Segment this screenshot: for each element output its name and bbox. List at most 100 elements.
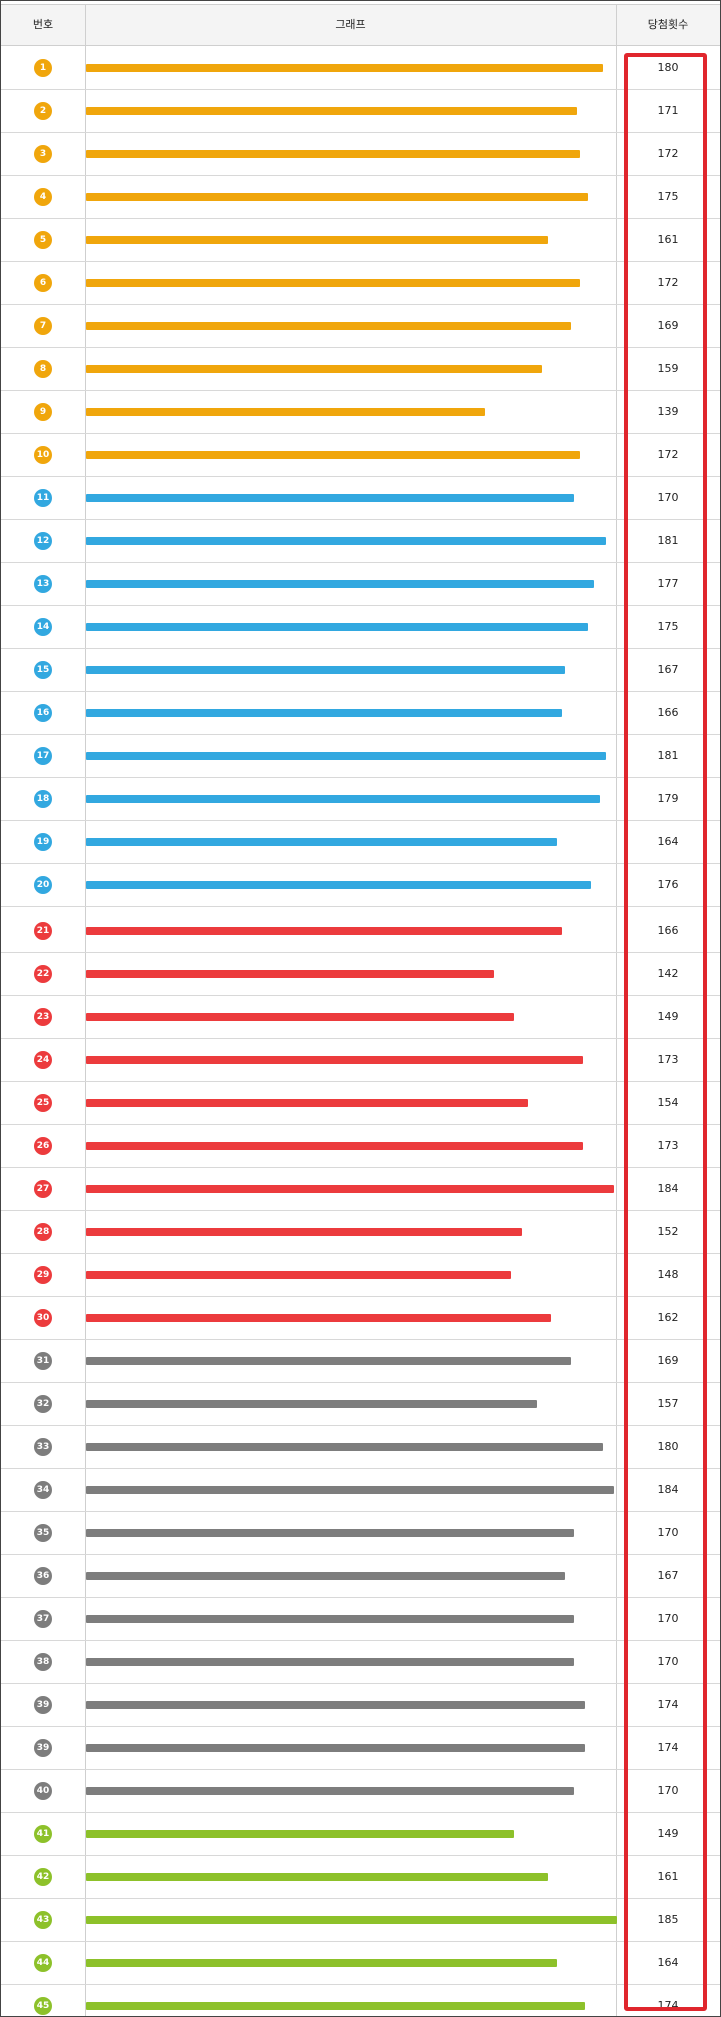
frequency-bar xyxy=(86,407,485,416)
table-row: 3 172 xyxy=(1,132,720,176)
frequency-bar xyxy=(86,1872,548,1881)
table-row: 9 139 xyxy=(1,390,720,434)
table-row: 2 171 xyxy=(1,89,720,133)
number-ball: 44 xyxy=(34,1953,52,1972)
frequency-bar xyxy=(86,493,574,502)
frequency-count: 142 xyxy=(657,966,679,980)
frequency-count: 174 xyxy=(657,1697,679,1711)
frequency-bar xyxy=(86,1356,571,1365)
table-row: 10 172 xyxy=(1,433,720,477)
frequency-bar xyxy=(86,837,557,846)
table-row: 24 173 xyxy=(1,1038,720,1082)
frequency-count: 185 xyxy=(657,1912,679,1926)
number-ball: 1 xyxy=(34,58,52,77)
frequency-count: 164 xyxy=(657,834,679,848)
frequency-count: 180 xyxy=(657,1439,679,1453)
frequency-bar xyxy=(86,1270,511,1279)
frequency-bar xyxy=(86,63,603,72)
table-row: 34 184 xyxy=(1,1468,720,1512)
table-row: 39 174 xyxy=(1,1683,720,1727)
number-ball: 20 xyxy=(34,875,52,894)
table-row: 20 176 xyxy=(1,863,720,907)
number-ball: 35 xyxy=(34,1523,52,1542)
table-row: 36 167 xyxy=(1,1554,720,1598)
number-ball: 28 xyxy=(34,1222,52,1241)
frequency-count: 175 xyxy=(657,189,679,203)
table-row: 15 167 xyxy=(1,648,720,692)
frequency-count: 164 xyxy=(657,1955,679,1969)
table-row: 6 172 xyxy=(1,261,720,305)
number-ball: 8 xyxy=(34,359,52,378)
number-ball: 37 xyxy=(34,1609,52,1628)
frequency-bar xyxy=(86,751,606,760)
frequency-bar xyxy=(86,1442,603,1451)
header-graph: 그래프 xyxy=(335,18,366,31)
number-ball: 9 xyxy=(34,402,52,421)
frequency-bar xyxy=(86,794,600,803)
count-column-highlight xyxy=(624,53,707,2011)
frequency-bar xyxy=(86,1184,614,1193)
table-row: 4 175 xyxy=(1,175,720,219)
column-divider xyxy=(616,4,617,2016)
frequency-bar xyxy=(86,1829,514,1838)
number-ball: 23 xyxy=(34,1007,52,1026)
frequency-count: 170 xyxy=(657,1654,679,1668)
table-row: 44 164 xyxy=(1,1941,720,1985)
number-ball: 5 xyxy=(34,230,52,249)
frequency-bar xyxy=(86,536,606,545)
frequency-bar xyxy=(86,579,594,588)
frequency-bar xyxy=(86,364,542,373)
frequency-bar xyxy=(86,1141,583,1150)
frequency-count: 161 xyxy=(657,1869,679,1883)
frequency-bar xyxy=(86,321,571,330)
frequency-count: 173 xyxy=(657,1052,679,1066)
table-row: 43 185 xyxy=(1,1898,720,1942)
frequency-count: 174 xyxy=(657,1740,679,1754)
frequency-count: 161 xyxy=(657,232,679,246)
frequency-count: 181 xyxy=(657,533,679,547)
number-ball: 39 xyxy=(34,1738,52,1757)
frequency-bar xyxy=(86,1012,514,1021)
table-row: 32 157 xyxy=(1,1382,720,1426)
frequency-bar xyxy=(86,1657,574,1666)
table-row: 25 154 xyxy=(1,1081,720,1125)
table-row: 1 180 xyxy=(1,46,720,90)
table-row: 16 166 xyxy=(1,691,720,735)
frequency-count: 170 xyxy=(657,1611,679,1625)
frequency-bar xyxy=(86,1227,522,1236)
number-ball: 12 xyxy=(34,531,52,550)
frequency-count: 173 xyxy=(657,1138,679,1152)
number-ball: 39 xyxy=(34,1695,52,1714)
frequency-count: 162 xyxy=(657,1310,679,1324)
table-row: 11 170 xyxy=(1,476,720,520)
frequency-bar xyxy=(86,1743,585,1752)
table-row: 27 184 xyxy=(1,1167,720,1211)
number-ball: 40 xyxy=(34,1781,52,1800)
frequency-count: 169 xyxy=(657,1353,679,1367)
number-ball: 32 xyxy=(34,1394,52,1413)
frequency-bar xyxy=(86,622,588,631)
frequency-count: 176 xyxy=(657,877,679,891)
number-ball: 21 xyxy=(34,921,52,940)
header-count: 당첨횟수 xyxy=(647,18,689,31)
frequency-count: 170 xyxy=(657,490,679,504)
table-row: 39 174 xyxy=(1,1726,720,1770)
frequency-count: 166 xyxy=(657,705,679,719)
frequency-bar xyxy=(86,1786,574,1795)
frequency-bar xyxy=(86,1614,574,1623)
frequency-count: 181 xyxy=(657,748,679,762)
frequency-count: 154 xyxy=(657,1095,679,1109)
number-ball: 7 xyxy=(34,316,52,335)
frequency-count: 172 xyxy=(657,146,679,160)
table-row: 28 152 xyxy=(1,1210,720,1254)
frequency-bar xyxy=(86,926,562,935)
frequency-bar xyxy=(86,665,565,674)
number-ball: 30 xyxy=(34,1308,52,1327)
number-ball: 2 xyxy=(34,101,52,120)
header-number: 번호 xyxy=(32,18,54,31)
number-ball: 26 xyxy=(34,1136,52,1155)
frequency-count: 177 xyxy=(657,576,679,590)
frequency-count: 167 xyxy=(657,662,679,676)
table-row: 42 161 xyxy=(1,1855,720,1899)
frequency-count: 149 xyxy=(657,1826,679,1840)
